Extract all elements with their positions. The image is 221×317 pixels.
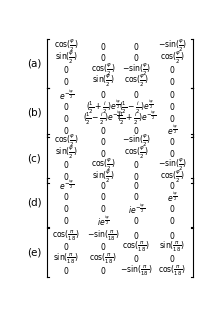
Text: $0$: $0$ [133, 125, 139, 136]
Text: (d): (d) [27, 198, 42, 208]
Text: $\cos(\frac{\varphi}{2})$: $\cos(\frac{\varphi}{2})$ [91, 61, 115, 78]
Text: $0$: $0$ [100, 203, 106, 214]
Text: $0$: $0$ [169, 136, 175, 147]
Text: $e^{\frac{i\varphi}{2}}$: $e^{\frac{i\varphi}{2}}$ [167, 190, 178, 204]
Text: (a): (a) [27, 59, 42, 69]
Text: (e): (e) [27, 248, 42, 258]
Text: $ie^{-\frac{i\varphi}{2}}$: $ie^{-\frac{i\varphi}{2}}$ [128, 202, 145, 216]
Text: $\sin(\frac{\varphi}{2})$: $\sin(\frac{\varphi}{2})$ [55, 50, 78, 66]
Text: $\cos(\frac{\varphi}{2})$: $\cos(\frac{\varphi}{2})$ [91, 157, 115, 173]
Text: $e^{\frac{i\varphi}{2}}$: $e^{\frac{i\varphi}{2}}$ [167, 123, 178, 137]
Text: $0$: $0$ [100, 41, 106, 52]
Text: $0$: $0$ [100, 265, 106, 276]
Text: $0$: $0$ [133, 215, 139, 226]
Text: $(\frac{1}{2}+\frac{i}{2})e^{-\frac{i\varphi}{2}}$: $(\frac{1}{2}+\frac{i}{2})e^{-\frac{i\va… [117, 109, 156, 127]
Text: $0$: $0$ [63, 125, 69, 136]
Text: $0$: $0$ [133, 171, 139, 182]
Text: $0$: $0$ [63, 76, 69, 87]
Text: $0$: $0$ [133, 253, 139, 264]
Text: $-\sin(\frac{\varphi}{2})$: $-\sin(\frac{\varphi}{2})$ [158, 157, 187, 173]
Text: $0$: $0$ [133, 52, 139, 63]
Text: $0$: $0$ [169, 89, 175, 100]
Text: $0$: $0$ [133, 41, 139, 52]
Text: $0$: $0$ [169, 147, 175, 158]
Text: $0$: $0$ [133, 180, 139, 191]
Text: $-\sin(\frac{\pi}{18})$: $-\sin(\frac{\pi}{18})$ [87, 228, 119, 243]
Text: $\cos(\frac{\pi}{18})$: $\cos(\frac{\pi}{18})$ [89, 251, 117, 266]
Text: $\cos(\frac{\pi}{18})$: $\cos(\frac{\pi}{18})$ [52, 228, 80, 243]
Text: $0$: $0$ [133, 191, 139, 203]
Text: $\cos(\frac{\pi}{18})$: $\cos(\frac{\pi}{18})$ [122, 240, 150, 255]
Text: $0$: $0$ [100, 125, 106, 136]
Text: $0$: $0$ [169, 113, 175, 124]
Text: $0$: $0$ [169, 253, 175, 264]
Text: $0$: $0$ [100, 191, 106, 203]
Text: $0$: $0$ [100, 147, 106, 158]
Text: $0$: $0$ [63, 242, 69, 252]
Text: $0$: $0$ [169, 76, 175, 87]
Text: $0$: $0$ [100, 136, 106, 147]
Text: $(\frac{1}{2}+\frac{i}{2})e^{\frac{i\varphi}{2}}$: $(\frac{1}{2}+\frac{i}{2})e^{\frac{i\var… [86, 98, 120, 116]
Text: $-\sin(\frac{\varphi}{2})$: $-\sin(\frac{\varphi}{2})$ [122, 133, 151, 149]
Text: $e^{-\frac{i\varphi}{2}}$: $e^{-\frac{i\varphi}{2}}$ [59, 178, 74, 192]
Text: $-\sin(\frac{\varphi}{2})$: $-\sin(\frac{\varphi}{2})$ [122, 61, 151, 78]
Text: $(\frac{1}{2}-\frac{i}{2})e^{\frac{i\varphi}{2}}$: $(\frac{1}{2}-\frac{i}{2})e^{\frac{i\var… [119, 98, 154, 116]
Text: $0$: $0$ [100, 52, 106, 63]
Text: $\cos(\frac{\varphi}{2})$: $\cos(\frac{\varphi}{2})$ [124, 73, 149, 89]
Text: $0$: $0$ [100, 242, 106, 252]
Text: $e^{-\frac{i\varphi}{2}}$: $e^{-\frac{i\varphi}{2}}$ [59, 88, 74, 102]
Text: $0$: $0$ [63, 191, 69, 203]
Text: $0$: $0$ [169, 215, 175, 226]
Text: $\cos(\frac{\varphi}{2})$: $\cos(\frac{\varphi}{2})$ [160, 50, 185, 66]
Text: $0$: $0$ [133, 159, 139, 170]
Text: $0$: $0$ [63, 265, 69, 276]
Text: $0$: $0$ [100, 180, 106, 191]
Text: $0$: $0$ [63, 159, 69, 170]
Text: $\cos(\frac{\varphi}{2})$: $\cos(\frac{\varphi}{2})$ [54, 38, 78, 54]
Text: $0$: $0$ [169, 180, 175, 191]
Text: $\cos(\frac{\pi}{18})$: $\cos(\frac{\pi}{18})$ [158, 263, 186, 278]
Text: $\sin(\frac{\varphi}{2})$: $\sin(\frac{\varphi}{2})$ [92, 73, 114, 89]
Text: $0$: $0$ [169, 230, 175, 241]
Text: $0$: $0$ [63, 64, 69, 75]
Text: (b): (b) [27, 107, 42, 118]
Text: $\sin(\frac{\pi}{18})$: $\sin(\frac{\pi}{18})$ [159, 240, 185, 255]
Text: $0$: $0$ [63, 215, 69, 226]
Text: $\sin(\frac{\varphi}{2})$: $\sin(\frac{\varphi}{2})$ [92, 168, 114, 184]
Text: $0$: $0$ [63, 203, 69, 214]
Text: $\sin(\frac{\pi}{18})$: $\sin(\frac{\pi}{18})$ [53, 251, 79, 266]
Text: $0$: $0$ [63, 113, 69, 124]
Text: $\cos(\frac{\varphi}{2})$: $\cos(\frac{\varphi}{2})$ [54, 133, 78, 149]
Text: $0$: $0$ [169, 64, 175, 75]
Text: $(\frac{1}{2}-\frac{i}{2})e^{-\frac{i\varphi}{2}}$: $(\frac{1}{2}-\frac{i}{2})e^{-\frac{i\va… [84, 109, 122, 127]
Text: $0$: $0$ [63, 171, 69, 182]
Text: $0$: $0$ [63, 101, 69, 112]
Text: $0$: $0$ [100, 89, 106, 100]
Text: $0$: $0$ [133, 230, 139, 241]
Text: $0$: $0$ [169, 203, 175, 214]
Text: $0$: $0$ [133, 89, 139, 100]
Text: $ie^{\frac{i\varphi}{2}}$: $ie^{\frac{i\varphi}{2}}$ [97, 213, 109, 228]
Text: $\sin(\frac{\varphi}{2})$: $\sin(\frac{\varphi}{2})$ [55, 145, 78, 161]
Text: $0$: $0$ [169, 101, 175, 112]
Text: $\cos(\frac{\varphi}{2})$: $\cos(\frac{\varphi}{2})$ [160, 168, 185, 184]
Text: $-\sin(\frac{\varphi}{2})$: $-\sin(\frac{\varphi}{2})$ [158, 38, 187, 54]
Text: $-\sin(\frac{\pi}{18})$: $-\sin(\frac{\pi}{18})$ [120, 263, 152, 278]
Text: $\cos(\frac{\varphi}{2})$: $\cos(\frac{\varphi}{2})$ [124, 145, 149, 161]
Text: (c): (c) [28, 154, 41, 164]
